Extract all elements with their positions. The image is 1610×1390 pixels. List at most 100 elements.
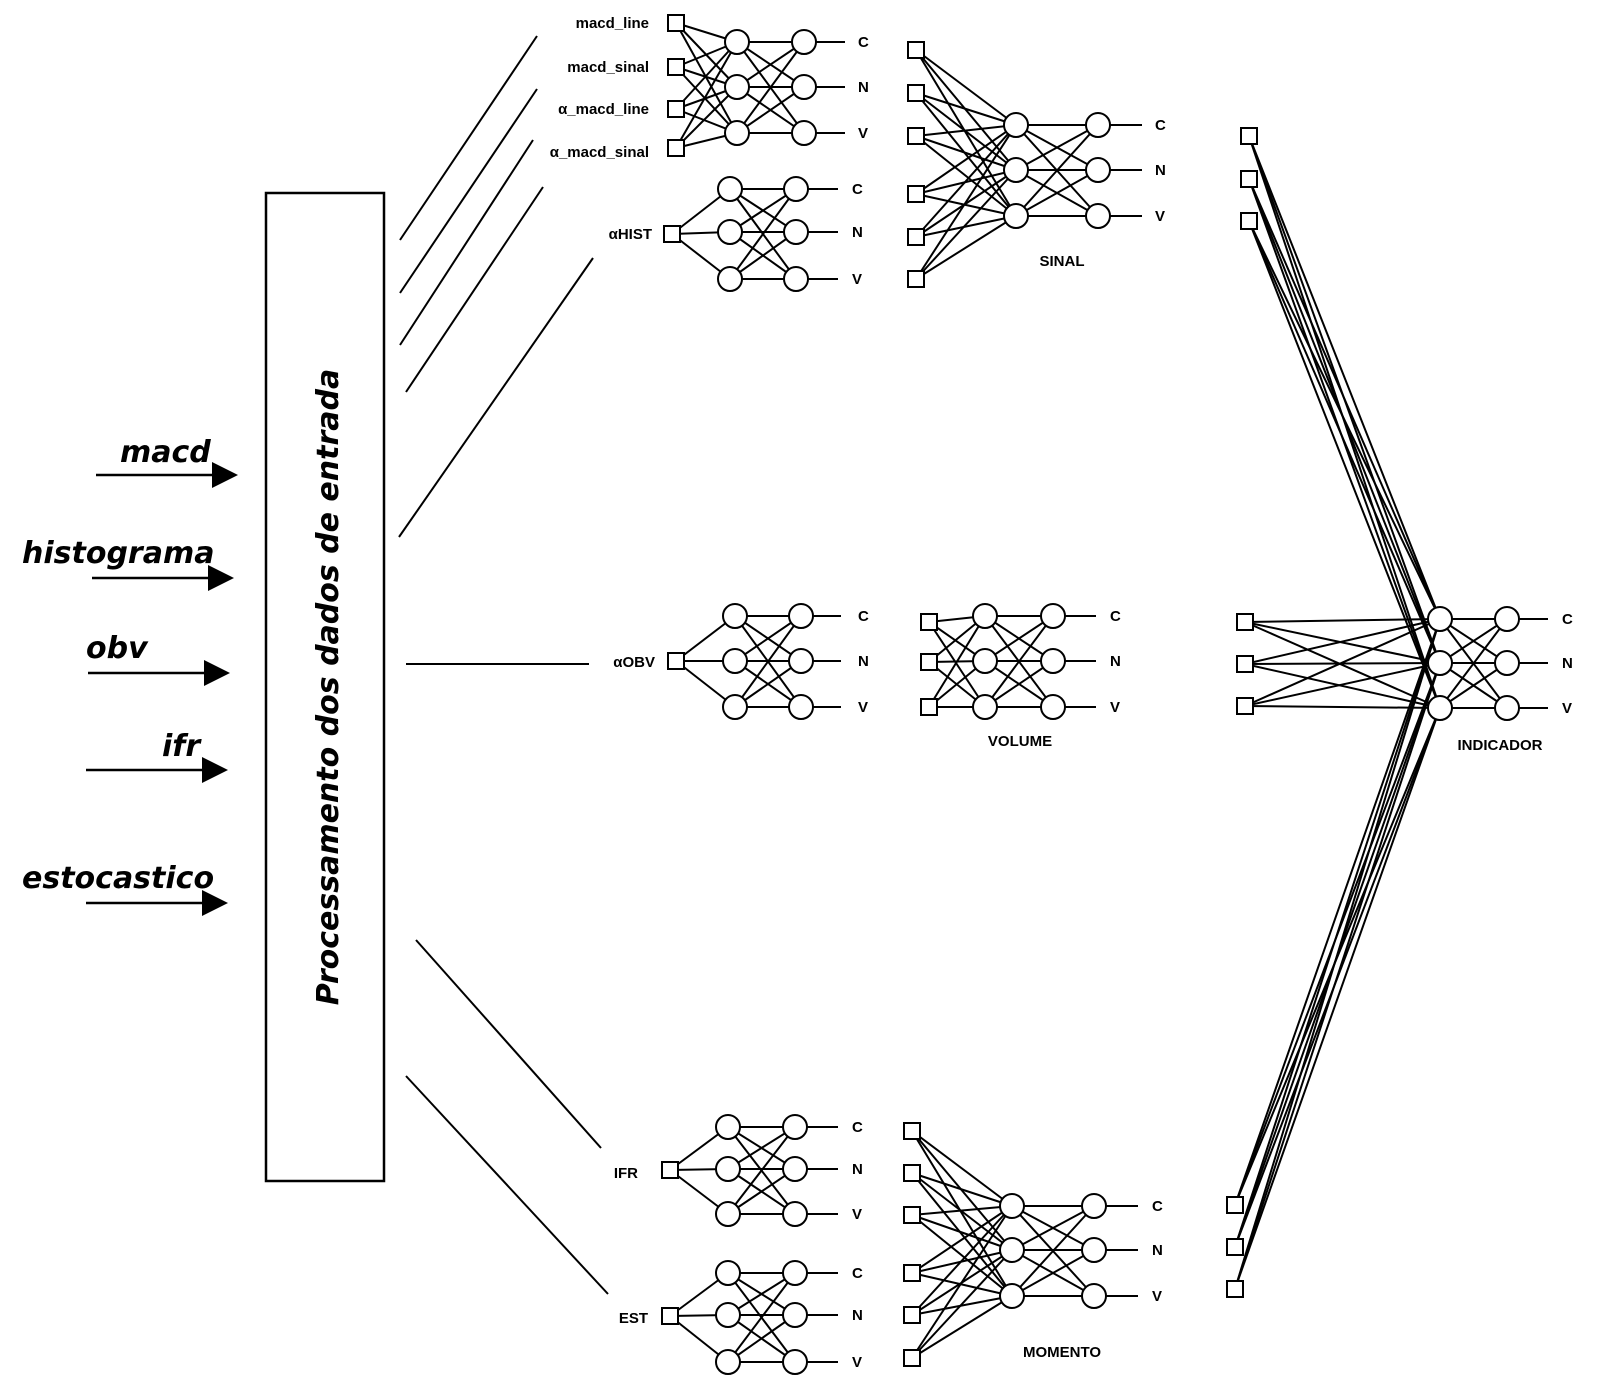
- momento-net-input-node: [903, 1164, 921, 1182]
- indicador-output-neuron: [1494, 606, 1520, 632]
- obv-arrowhead: [204, 660, 230, 686]
- sinal-net-output-neuron: [1085, 157, 1111, 183]
- volume-net-output-label-v: V: [1110, 699, 1120, 716]
- obv-net-hidden-neuron: [722, 603, 748, 629]
- sinal-net-output-neuron: [1085, 203, 1111, 229]
- ifr-net-output-label-c: C: [852, 1119, 863, 1136]
- indicador-hidden-neuron: [1427, 650, 1453, 676]
- network-name-momento: MOMENTO: [1023, 1344, 1101, 1361]
- label-macd-sinal: macd_sinal: [567, 59, 649, 76]
- est-net-output-label-n: N: [852, 1307, 863, 1324]
- sinal-net-input-node: [907, 185, 925, 203]
- momento-net-input-node: [903, 1206, 921, 1224]
- sinal-net-input-node: [907, 270, 925, 288]
- processing-box-title: Processamento dos dados de entrada: [311, 369, 346, 1005]
- hist-net-output-label-n: N: [852, 224, 863, 241]
- macd-net-input-node: [667, 100, 685, 118]
- indicador-input-node: [1236, 613, 1254, 631]
- momento-net-output-label-c: C: [1152, 1198, 1163, 1215]
- volume-net-hidden-neuron: [972, 694, 998, 720]
- volume-net-output-label-c: C: [1110, 608, 1121, 625]
- sinal-net-output-label-n: N: [1155, 162, 1166, 179]
- macd-net-input-node: [667, 139, 685, 157]
- volume-net-input-node: [920, 613, 938, 631]
- volume-net-input-node: [920, 698, 938, 716]
- macd-net-input-node: [667, 14, 685, 32]
- obv-net-hidden-neuron: [722, 648, 748, 674]
- indicador-input-node: [1236, 697, 1254, 715]
- network-name-sinal: SINAL: [1040, 253, 1085, 270]
- sinal-net-hidden-neuron: [1003, 203, 1029, 229]
- leader-lines: [398, 35, 609, 1295]
- indicador-output-label-v: V: [1562, 700, 1572, 717]
- sinal-net-hidden-neuron: [1003, 157, 1029, 183]
- input-label-estocastico: estocastico: [22, 861, 214, 896]
- input-label-ifr: ifr: [162, 729, 202, 764]
- momento-net-input-node: [903, 1122, 921, 1140]
- indicador-input-node: [1226, 1196, 1244, 1214]
- sinal-net-input-node: [907, 84, 925, 102]
- label-alpha-macd-sinal: α_macd_sinal: [550, 144, 649, 161]
- network-name-indicador: INDICADOR: [1458, 737, 1543, 754]
- input-label-histograma: histograma: [22, 536, 214, 571]
- sinal-net-input-node: [907, 127, 925, 145]
- sinal-net-output-neuron: [1085, 112, 1111, 138]
- volume-net-hidden-neuron: [972, 603, 998, 629]
- indicador-input-node: [1226, 1280, 1244, 1298]
- momento-net-output-neuron: [1081, 1193, 1107, 1219]
- obv-net-output-label-v: V: [858, 699, 868, 716]
- indicador-input-node: [1240, 170, 1258, 188]
- hist-net-output-neuron: [783, 266, 809, 292]
- macd-net-output-label-c: C: [858, 34, 869, 51]
- obv-net-output-neuron: [788, 648, 814, 674]
- est-net-output-label-v: V: [852, 1354, 862, 1371]
- momento-net-output-label-v: V: [1152, 1288, 1162, 1305]
- sinal-net-output-label-c: C: [1155, 117, 1166, 134]
- indicador-input-node: [1240, 127, 1258, 145]
- macd-net-output-label-n: N: [858, 79, 869, 96]
- label-alpha-macd-line: α_macd_line: [558, 101, 649, 118]
- input-arrows: [86, 473, 220, 905]
- network-name-volume: VOLUME: [988, 733, 1052, 750]
- macd-net-output-neuron: [791, 29, 817, 55]
- momento-net-input-node: [903, 1306, 921, 1324]
- obv-net-output-label-c: C: [858, 608, 869, 625]
- macd-arrowhead: [212, 462, 238, 488]
- label-ifr: IFR: [614, 1165, 638, 1182]
- label-alpha-obv: αOBV: [613, 654, 655, 671]
- indicador-output-neuron: [1494, 650, 1520, 676]
- histograma-arrowhead: [208, 565, 234, 591]
- ifr-net-hidden-neuron: [715, 1201, 741, 1227]
- hist-net-hidden-neuron: [717, 219, 743, 245]
- indicador-hidden-neuron: [1427, 695, 1453, 721]
- ifr-net-output-label-v: V: [852, 1206, 862, 1223]
- est-net-hidden-neuron: [715, 1260, 741, 1286]
- label-macd-line: macd_line: [576, 15, 649, 32]
- momento-net-hidden-neuron: [999, 1193, 1025, 1219]
- obv-net-output-neuron: [788, 603, 814, 629]
- est-net-input-node: [661, 1307, 679, 1325]
- est-net-output-neuron: [782, 1302, 808, 1328]
- ifr-net-output-label-n: N: [852, 1161, 863, 1178]
- sinal-net-output-label-v: V: [1155, 208, 1165, 225]
- macd-net-output-neuron: [791, 120, 817, 146]
- ifr-net-output-neuron: [782, 1156, 808, 1182]
- hist-net-hidden-neuron: [717, 266, 743, 292]
- macd-net-hidden-neuron: [724, 120, 750, 146]
- momento-net-hidden-neuron: [999, 1237, 1025, 1263]
- hist-net-output-neuron: [783, 176, 809, 202]
- volume-net-hidden-neuron: [972, 648, 998, 674]
- volume-net-output-neuron: [1040, 648, 1066, 674]
- macd-net-hidden-neuron: [724, 29, 750, 55]
- hist-net-output-label-c: C: [852, 181, 863, 198]
- obv-net-input-node: [667, 652, 685, 670]
- est-net-output-neuron: [782, 1349, 808, 1375]
- volume-net-output-label-n: N: [1110, 653, 1121, 670]
- ifr-arrowhead: [202, 757, 228, 783]
- sinal-net-hidden-neuron: [1003, 112, 1029, 138]
- obv-net-hidden-neuron: [722, 694, 748, 720]
- indicador-hidden-neuron: [1427, 606, 1453, 632]
- volume-net-input-node: [920, 653, 938, 671]
- hist-net-output-neuron: [783, 219, 809, 245]
